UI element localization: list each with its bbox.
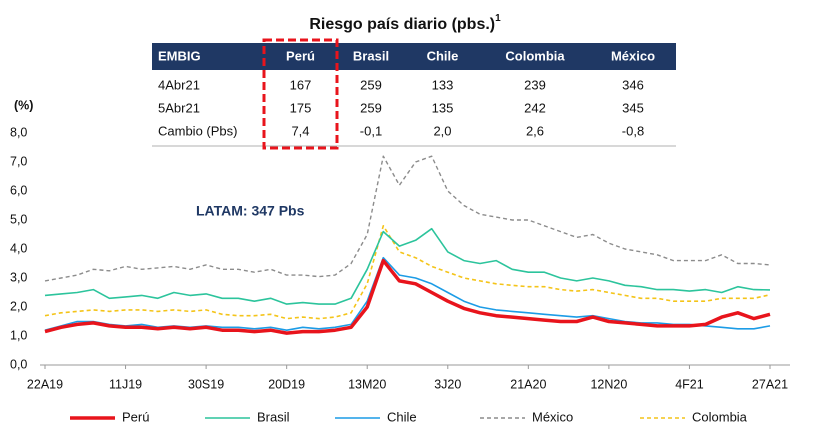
legend-label: Colombia (692, 409, 748, 424)
y-tick-label: 8,0 (10, 125, 27, 139)
table-header-cell: Chile (427, 48, 459, 63)
y-tick-label: 7,0 (10, 154, 27, 168)
x-tick-label: 22A19 (27, 377, 63, 391)
table-header-cell: Perú (286, 48, 315, 63)
x-tick-label: 20D19 (268, 377, 305, 391)
legend-label: Perú (122, 409, 149, 424)
y-axis-label: (%) (14, 98, 33, 112)
x-tick-label: 4F21 (675, 377, 704, 391)
title-text: Riesgo país diario (pbs.) (309, 16, 495, 33)
table-cell: Cambio (Pbs) (158, 123, 237, 138)
series-line (44, 155, 771, 282)
x-tick-label: 11J19 (109, 377, 142, 391)
y-tick-label: 2,0 (10, 299, 27, 313)
highlight-box (262, 38, 339, 150)
table-cell: -0,1 (360, 123, 382, 138)
legend-label: México (532, 409, 573, 424)
table-cell: 133 (432, 77, 454, 92)
table-cell: 5Abr21 (158, 100, 200, 115)
table-cell: 4Abr21 (158, 77, 200, 92)
table-cell: 242 (524, 100, 546, 115)
table-cell: 175 (290, 100, 312, 115)
table-header-cell: EMBIG (158, 48, 201, 63)
legend-label: Chile (387, 409, 417, 424)
y-tick-label: 1,0 (10, 328, 27, 342)
table-cell: 167 (290, 77, 312, 92)
table-cell: 345 (622, 100, 644, 115)
table-header-cell: Brasil (353, 48, 389, 63)
table-cell: 259 (360, 77, 382, 92)
table-header-cell: Colombia (505, 48, 565, 63)
series-line (44, 227, 771, 305)
x-tick-label: 21A20 (510, 377, 546, 391)
table-title: Riesgo país diario (pbs.)1 (309, 13, 501, 34)
title-note: 1 (495, 13, 501, 24)
annotation: LATAM: 347 Pbs (196, 203, 305, 219)
table-cell: 135 (432, 100, 454, 115)
table-cell: 2,0 (433, 123, 451, 138)
x-tick-label: 3J20 (434, 377, 461, 391)
table-cell: 346 (622, 77, 644, 92)
x-tick-label: 27A21 (752, 377, 788, 391)
table-cell: 239 (524, 77, 546, 92)
y-tick-label: 0,0 (10, 357, 27, 371)
y-tick-label: 5,0 (10, 212, 27, 226)
table-cell: 7,4 (291, 123, 309, 138)
table-header-bg (152, 43, 676, 70)
table-cell: -0,8 (622, 123, 644, 138)
legend-label: Brasil (257, 409, 290, 424)
x-tick-label: 30S19 (188, 377, 224, 391)
y-tick-label: 6,0 (10, 183, 27, 197)
y-tick-label: 4,0 (10, 241, 27, 255)
x-tick-label: 12N20 (590, 377, 627, 391)
y-tick-label: 3,0 (10, 270, 27, 284)
series-line (44, 258, 771, 335)
table-cell: 2,6 (526, 123, 544, 138)
series-line (44, 256, 771, 331)
table-header-cell: México (611, 48, 655, 63)
series-line (44, 225, 771, 320)
table-cell: 259 (360, 100, 382, 115)
x-tick-label: 13M20 (348, 377, 386, 391)
